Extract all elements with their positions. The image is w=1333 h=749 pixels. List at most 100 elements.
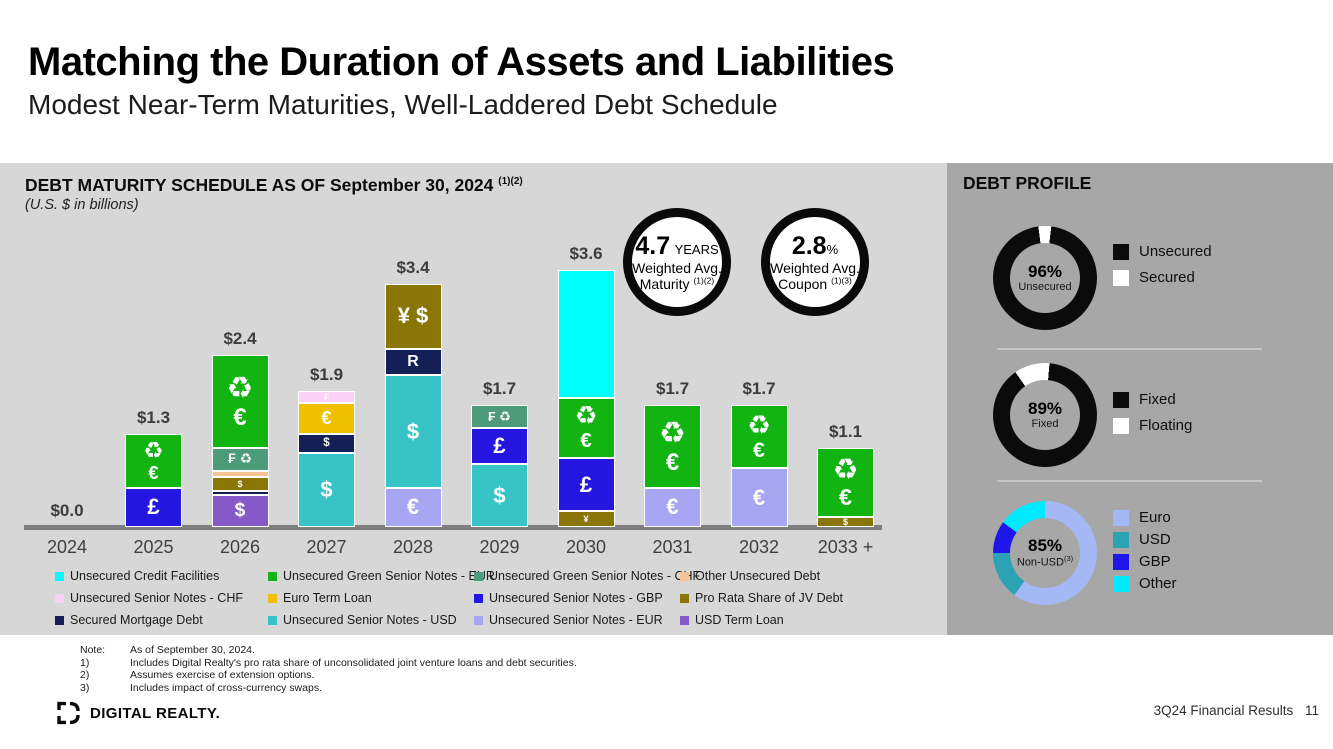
bar-segment-euro_term_loan: € [298,403,355,435]
bar-total-label: $3.6 [569,243,603,263]
donut-legend-label: GBP [1139,553,1171,570]
donut-percentage: 89% [1027,399,1063,419]
bar-total-label: $1.7 [742,379,776,399]
axis-year-label: 2026 [219,537,261,557]
weighted-avg-maturity-badge: 4.7 YEARS Weighted Avg. Maturity (1)(2) [623,208,731,316]
legend-item: Unsecured Credit Facilities [55,565,243,587]
section-divider [997,480,1262,482]
bar-total-label: $1.1 [828,422,863,442]
donut-legend-item: Secured [1113,269,1195,286]
deck-title: 3Q24 Financial Results [1153,703,1294,718]
donut-legend-label: Floating [1139,417,1193,434]
donut-legend-item: Fixed [1113,391,1176,408]
bar-segment-pro_rata_share_of_jv_debt: ¥ [557,511,615,527]
donut-legend-label: Other [1139,575,1177,592]
page-title: Matching the Duration of Assets and Liab… [28,40,895,84]
bar-total-label: $1.7 [655,379,690,399]
page-number: 11 [1304,703,1319,718]
section-divider [997,348,1262,350]
bar-segment-unsecured_green_senior_notes_chf: ₣ ♻ [471,405,528,428]
maturity-line2: Maturity (1)(2) [639,275,715,293]
bar-segment-unsecured_senior_notes_gbp: £ [125,487,182,527]
legend-item: Unsecured Green Senior Notes - CHF [474,565,700,587]
legend-item: Other Unsecured Debt [680,565,843,587]
legend-item: USD Term Loan [680,609,843,631]
bar-segment-unsecured_senior_notes_eur: € [644,487,701,527]
footnote-row: 3) Includes impact of cross-currency swap… [80,681,322,694]
legend-item: Euro Term Loan [268,587,495,609]
donut-legend-swatch [1113,269,1129,286]
donut-legend-swatch [1113,243,1129,260]
bar-total-label: $1.7 [482,379,517,399]
coupon-value: 2.8 [791,231,827,260]
legend-swatch [268,571,277,581]
legend-swatch [55,593,64,603]
donut-caption: Fixed [1031,417,1059,430]
maturity-heading-text: DEBT MATURITY SCHEDULE AS OF September 3… [25,175,494,195]
page-subtitle: Modest Near-Term Maturities, Well-Ladder… [28,89,778,120]
donut-chart: 96% Unsecured [993,226,1097,330]
brand-name: DIGITAL REALTY. [90,704,221,722]
footer-brand: DIGITAL REALTY. [55,700,220,726]
legend-label: Unsecured Green Senior Notes - EUR [283,569,495,583]
footnote-row: Note: As of September 30, 2024. [80,644,255,656]
legend-swatch [680,615,689,625]
axis-year-label: 2024 [46,537,88,557]
donut-legend-item: GBP [1113,553,1171,570]
bar-segment-unsecured_senior_notes_eur: € [730,468,788,527]
donut-legend-swatch [1113,531,1129,548]
donut-legend-label: Fixed [1139,391,1176,408]
legend-item: Unsecured Senior Notes - EUR [474,609,700,631]
legend-swatch [268,593,277,603]
bar-segment-pro_rata_share_of_jv_debt: ¥ $ [384,283,442,349]
donut-legend-item: Other [1113,575,1177,592]
donut-legend-swatch [1113,417,1129,434]
x-axis-line [24,525,882,530]
bar-segment-unsecured_green_senior_notes_eur: ♻ € [817,448,874,517]
bar-segment-unsecured_senior_notes_gbp: £ [471,427,528,465]
maturity-heading-sup: (1)(2) [498,176,523,188]
bar-segment-secured_mortgage_debt: R [384,348,442,376]
legend-item: Unsecured Senior Notes - GBP [474,587,700,609]
maturity-heading: DEBT MATURITY SCHEDULE AS OF September 3… [25,175,523,196]
bar-segment-unsecured_senior_notes_usd: $ [471,464,528,527]
maturity-suffix: YEARS [674,241,719,257]
bar-segment-pro_rata_share_of_jv_debt: $ [817,517,874,527]
legend-label: Unsecured Senior Notes - USD [283,613,457,627]
legend-item: Pro Rata Share of JV Debt [680,587,843,609]
debt-profile-heading: DEBT PROFILE [963,173,1092,193]
donut-legend-label: Unsecured [1139,243,1212,260]
legend-item: Unsecured Green Senior Notes - EUR [268,565,495,587]
footer-page-info: 3Q24 Financial Results 11 [1146,703,1319,718]
legend-swatch [55,615,64,625]
legend-swatch [55,571,64,581]
donut-legend-item: Unsecured [1113,243,1212,260]
axis-year-label: 2027 [306,537,347,557]
donut-legend-label: USD [1139,531,1171,548]
legend-swatch [474,571,483,581]
donut-chart: 85% Non-USD(3) [993,501,1097,605]
bar-segment-unsecured_green_senior_notes_eur: ♻ € [557,397,615,459]
bar-segment-unsecured_senior_notes_usd: $ [384,375,442,488]
donut-center: 89% Fixed [1010,380,1080,450]
coupon-suffix: % [826,241,839,257]
donut-legend-swatch [1113,509,1129,526]
donut-caption: Non-USD(3) [1016,554,1074,569]
legend-label: Unsecured Senior Notes - EUR [489,613,663,627]
legend-item: Secured Mortgage Debt [55,609,243,631]
legend-label: Unsecured Credit Facilities [70,569,220,583]
axis-year-label: 2032 [738,537,780,557]
legend-item: Unsecured Senior Notes - CHF [55,587,243,609]
footnotes: Note: As of September 30, 2024. 1) Include… [80,644,577,694]
donut-legend-label: Euro [1139,509,1171,526]
donut-center: 96% Unsecured [1010,243,1080,313]
legend-item: Unsecured Senior Notes - USD [268,609,495,631]
donut-chart: 89% Fixed [993,363,1097,467]
legend-label: USD Term Loan [695,613,784,627]
maturity-value: 4.7 [635,231,671,260]
bar-segment-unsecured_senior_notes_eur: € [384,487,442,527]
donut-center: 85% Non-USD(3) [1010,518,1080,588]
axis-year-label: 2030 [565,537,607,557]
units-note: (U.S. $ in billions) [25,197,139,213]
